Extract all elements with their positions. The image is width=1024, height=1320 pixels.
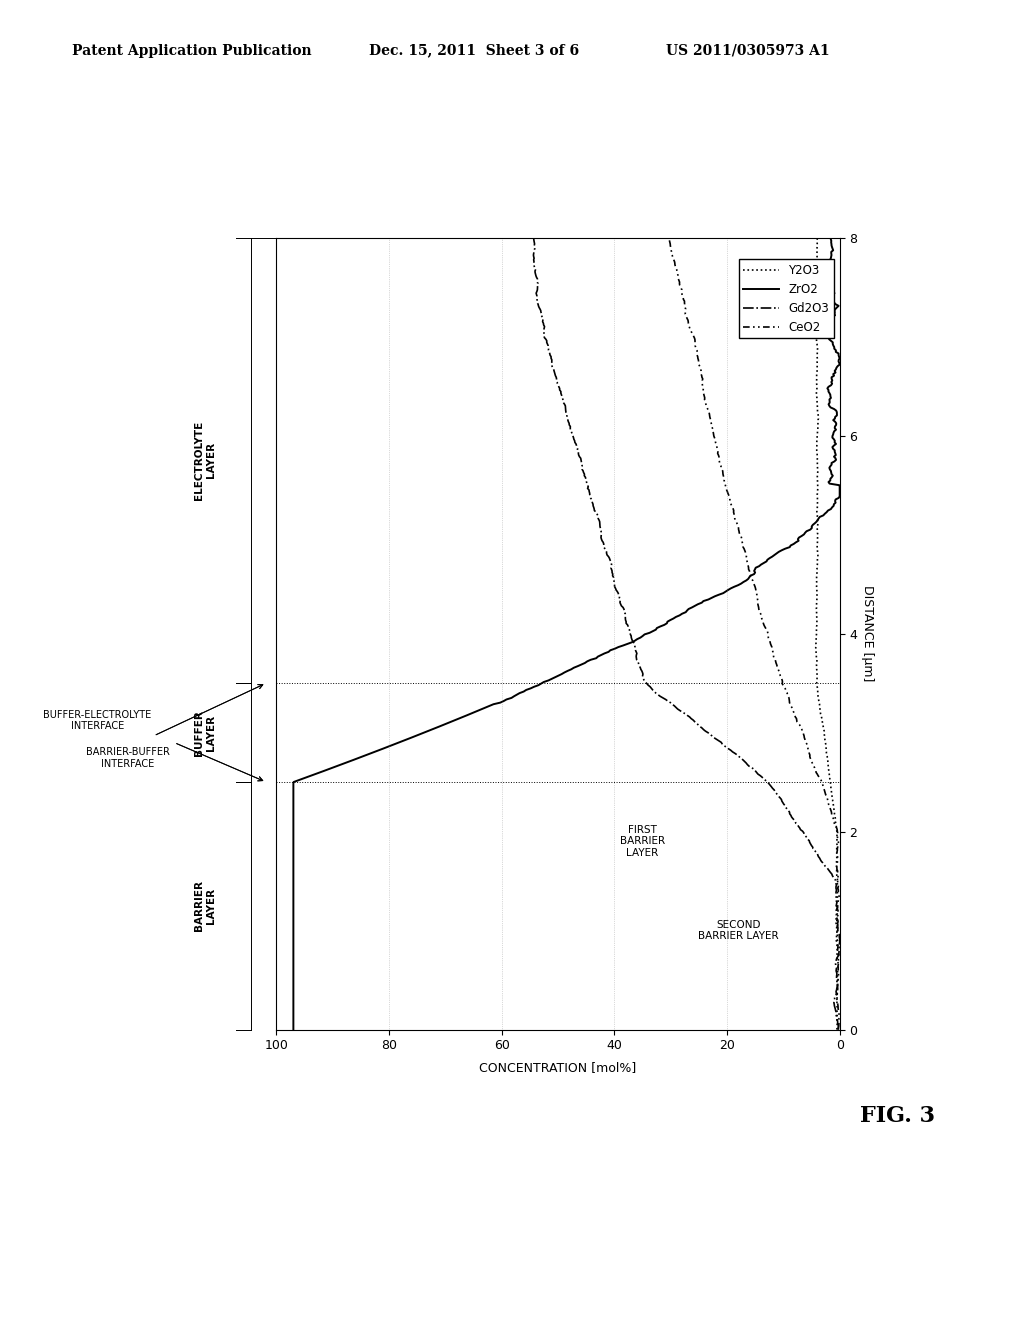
Text: SECOND
BARRIER LAYER: SECOND BARRIER LAYER <box>698 920 778 941</box>
Text: US 2011/0305973 A1: US 2011/0305973 A1 <box>666 44 829 58</box>
Legend: Y2O3, ZrO2, Gd2O3, CeO2: Y2O3, ZrO2, Gd2O3, CeO2 <box>738 259 834 338</box>
Text: ELECTROLYTE
LAYER: ELECTROLYTE LAYER <box>194 421 216 500</box>
Text: BUFFER
LAYER: BUFFER LAYER <box>194 710 216 755</box>
Text: Dec. 15, 2011  Sheet 3 of 6: Dec. 15, 2011 Sheet 3 of 6 <box>369 44 579 58</box>
Text: BARRIER
LAYER: BARRIER LAYER <box>194 880 216 932</box>
Text: FIRST
BARRIER
LAYER: FIRST BARRIER LAYER <box>620 825 666 858</box>
Text: FIG. 3: FIG. 3 <box>860 1105 935 1127</box>
X-axis label: CONCENTRATION [mol%]: CONCENTRATION [mol%] <box>479 1061 637 1073</box>
Text: BARRIER-BUFFER
INTERFACE: BARRIER-BUFFER INTERFACE <box>86 747 170 768</box>
Text: Patent Application Publication: Patent Application Publication <box>72 44 311 58</box>
Y-axis label: DISTANCE [μm]: DISTANCE [μm] <box>861 585 874 682</box>
Text: BUFFER-ELECTROLYTE
INTERFACE: BUFFER-ELECTROLYTE INTERFACE <box>43 710 152 731</box>
